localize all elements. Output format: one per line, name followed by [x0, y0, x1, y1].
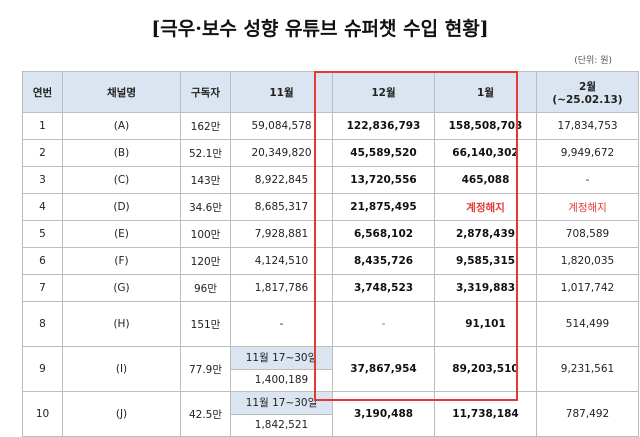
- cell-february: 17,834,753: [536, 112, 639, 140]
- cell-february: 9,949,672: [536, 139, 639, 167]
- cell-subscribers: 120만: [180, 247, 231, 275]
- cell-december: 37,867,954: [332, 346, 435, 392]
- header-december: 12월: [332, 71, 435, 113]
- cell-february: 787,492: [536, 391, 639, 437]
- cell-january: 465,088: [434, 166, 537, 194]
- cell-january: 158,508,703: [434, 112, 537, 140]
- cell-november: -: [230, 301, 333, 347]
- header-february-label: 2월: [579, 80, 596, 93]
- cell-february: 514,499: [536, 301, 639, 347]
- cell-november: 8,685,317: [230, 193, 333, 221]
- header-subscribers: 구독자: [180, 71, 231, 113]
- page-title: [극우·보수 성향 유튜브 슈퍼챗 수입 현황]: [151, 18, 489, 40]
- cell-december: -: [332, 301, 435, 347]
- cell-november-period-note: 11월 17~30일: [231, 392, 332, 415]
- cell-january: 11,738,184: [434, 391, 537, 437]
- cell-january: 89,203,510: [434, 346, 537, 392]
- cell-no: 1: [22, 112, 63, 140]
- cell-subscribers: 143만: [180, 166, 231, 194]
- cell-november: 20,349,820: [230, 139, 333, 167]
- table-row: 2 (B) 52.1만 20,349,820 45,589,520 66,140…: [22, 139, 639, 167]
- cell-channel: (F): [62, 247, 181, 275]
- cell-subscribers: 162만: [180, 112, 231, 140]
- header-february: 2월 (~25.02.13): [536, 71, 639, 113]
- cell-february: 9,231,561: [536, 346, 639, 392]
- cell-channel: (A): [62, 112, 181, 140]
- cell-no: 9: [22, 346, 63, 392]
- cell-no: 8: [22, 301, 63, 347]
- cell-subscribers: 100만: [180, 220, 231, 248]
- cell-december: 6,568,102: [332, 220, 435, 248]
- unit-label: (단위: 원): [574, 56, 612, 66]
- cell-november: 4,124,510: [230, 247, 333, 275]
- cell-november: 7,928,881: [230, 220, 333, 248]
- table-row: 3 (C) 143만 8,922,845 13,720,556 465,088 …: [22, 166, 639, 194]
- cell-december: 13,720,556: [332, 166, 435, 194]
- cell-channel: (B): [62, 139, 181, 167]
- cell-january: 91,101: [434, 301, 537, 347]
- cell-november: 1,842,521: [254, 419, 309, 432]
- cell-no: 7: [22, 274, 63, 302]
- cell-channel: (H): [62, 301, 181, 347]
- cell-december: 122,836,793: [332, 112, 435, 140]
- table-row: 7 (G) 96만 1,817,786 3,748,523 3,319,883 …: [22, 274, 639, 302]
- cell-subscribers: 77.9만: [180, 346, 231, 392]
- cell-january: 66,140,302: [434, 139, 537, 167]
- cell-channel: (I): [62, 346, 181, 392]
- header-channel: 채널명: [62, 71, 181, 113]
- cell-no: 5: [22, 220, 63, 248]
- cell-december: 3,748,523: [332, 274, 435, 302]
- table-row: 9 (I) 77.9만 11월 17~30일 1,400,189 37,867,…: [22, 346, 639, 392]
- cell-december: 8,435,726: [332, 247, 435, 275]
- table-row: 4 (D) 34.6만 8,685,317 21,875,495 계정해지 계정…: [22, 193, 639, 221]
- cell-january-terminated: 계정해지: [434, 193, 537, 221]
- table-row: 6 (F) 120만 4,124,510 8,435,726 9,585,315…: [22, 247, 639, 275]
- cell-november: 1,400,189: [254, 374, 309, 387]
- cell-february: 708,589: [536, 220, 639, 248]
- cell-november: 1,817,786: [230, 274, 333, 302]
- cell-january: 2,878,439: [434, 220, 537, 248]
- revenue-table: 연번 채널명 구독자 11월 12월 1월 2월 (~25.02.13) 1 (…: [22, 71, 639, 437]
- cell-november: 59,084,578: [230, 112, 333, 140]
- cell-november-period-note: 11월 17~30일: [231, 347, 332, 370]
- cell-no: 4: [22, 193, 63, 221]
- cell-no: 3: [22, 166, 63, 194]
- table-row: 1 (A) 162만 59,084,578 122,836,793 158,50…: [22, 112, 639, 140]
- cell-subscribers: 52.1만: [180, 139, 231, 167]
- header-no: 연번: [22, 71, 63, 113]
- cell-subscribers: 34.6만: [180, 193, 231, 221]
- cell-december: 45,589,520: [332, 139, 435, 167]
- header-january: 1월: [434, 71, 537, 113]
- header-november: 11월: [230, 71, 333, 113]
- cell-february: -: [536, 166, 639, 194]
- table-row: 5 (E) 100만 7,928,881 6,568,102 2,878,439…: [22, 220, 639, 248]
- cell-subscribers: 42.5만: [180, 391, 231, 437]
- header-february-range: (~25.02.13): [552, 93, 623, 106]
- table-row: 10 (J) 42.5만 11월 17~30일 1,842,521 3,190,…: [22, 391, 639, 437]
- cell-november: 8,922,845: [230, 166, 333, 194]
- cell-november-split: 11월 17~30일 1,842,521: [230, 391, 333, 437]
- cell-channel: (D): [62, 193, 181, 221]
- cell-subscribers: 96만: [180, 274, 231, 302]
- cell-february-terminated: 계정해지: [536, 193, 639, 221]
- cell-february: 1,017,742: [536, 274, 639, 302]
- cell-channel: (J): [62, 391, 181, 437]
- cell-january: 9,585,315: [434, 247, 537, 275]
- cell-no: 2: [22, 139, 63, 167]
- cell-december: 21,875,495: [332, 193, 435, 221]
- table-row: 8 (H) 151만 - - 91,101 514,499: [22, 301, 639, 347]
- cell-january: 3,319,883: [434, 274, 537, 302]
- cell-subscribers: 151만: [180, 301, 231, 347]
- cell-no: 6: [22, 247, 63, 275]
- header-row: 연번 채널명 구독자 11월 12월 1월 2월 (~25.02.13): [22, 71, 639, 113]
- cell-december: 3,190,488: [332, 391, 435, 437]
- cell-february: 1,820,035: [536, 247, 639, 275]
- cell-channel: (G): [62, 274, 181, 302]
- cell-no: 10: [22, 391, 63, 437]
- cell-channel: (E): [62, 220, 181, 248]
- cell-channel: (C): [62, 166, 181, 194]
- cell-november-split: 11월 17~30일 1,400,189: [230, 346, 333, 392]
